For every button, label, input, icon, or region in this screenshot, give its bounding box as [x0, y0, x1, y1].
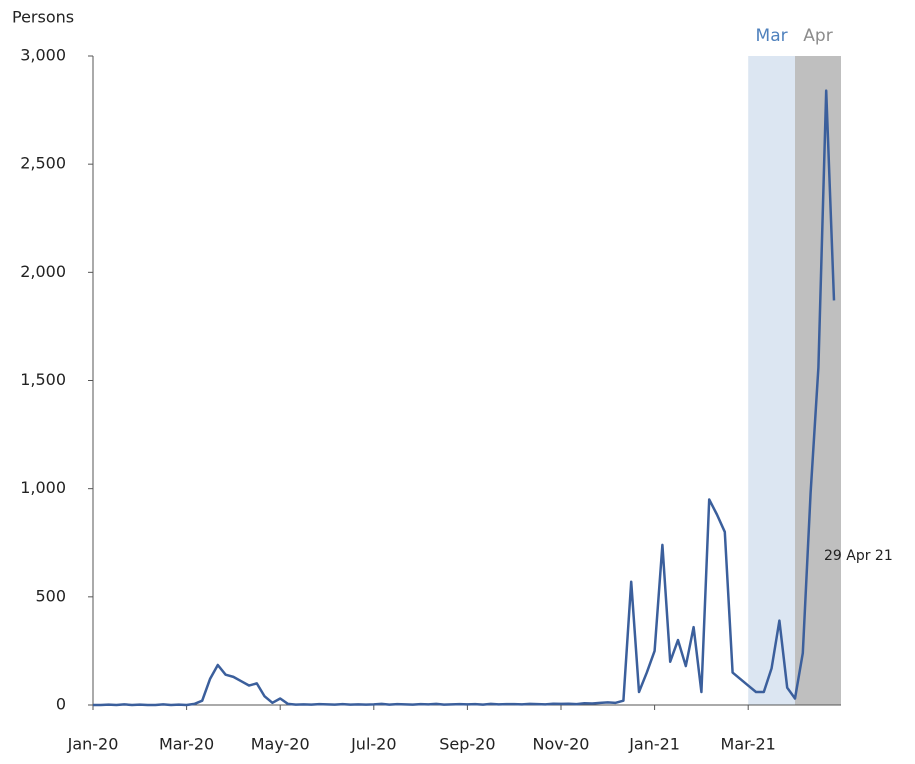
x-tick-label: Jan-20: [67, 735, 119, 754]
x-tick-label: Sep-20: [439, 735, 495, 754]
x-tick-label: Jul-20: [350, 735, 396, 754]
y-tick-label: 2,500: [20, 154, 66, 173]
y-axis-label: Persons: [12, 8, 74, 27]
annotation: 29 Apr 21: [824, 548, 893, 564]
x-tick-label: Nov-20: [533, 735, 590, 754]
y-tick-label: 0: [56, 695, 66, 714]
highlight-band: [748, 56, 795, 705]
data-line: [93, 89, 836, 707]
x-tick-label: May-20: [251, 735, 310, 754]
x-tick-label: Jan-21: [628, 735, 680, 754]
x-tick-label: Mar-20: [159, 735, 214, 754]
highlight-label: Mar: [756, 26, 788, 46]
y-tick-label: 1,000: [20, 478, 66, 497]
highlight-label: Apr: [803, 26, 832, 46]
y-tick-label: 1,500: [20, 370, 66, 389]
y-tick-label: 500: [35, 586, 66, 605]
x-tick-label: Mar-21: [721, 735, 776, 754]
y-tick-label: 3,000: [20, 46, 66, 65]
y-tick-label: 2,000: [20, 262, 66, 281]
